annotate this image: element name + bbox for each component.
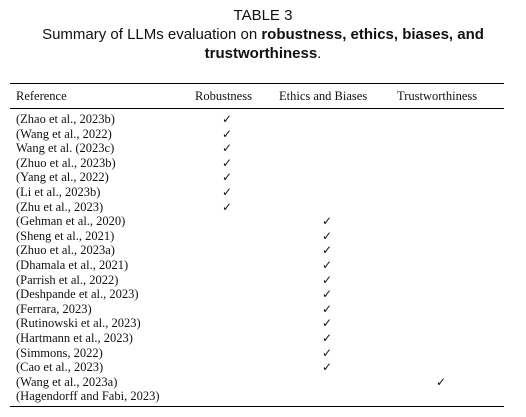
table-row-reference: (Wang et al., 2023a) (16, 374, 118, 389)
table-caption-line-2: trustworthiness. (0, 45, 526, 63)
table-row-reference: (Ferrara, 2023) (16, 301, 92, 316)
caption-bold-trustworthiness: trustworthiness (204, 45, 318, 62)
robustness-check-icon: ✓ (222, 112, 233, 126)
table-row-reference: (Dhamala et al., 2021) (16, 258, 129, 272)
header-robustness: Robustness (195, 89, 252, 103)
ethics-biases-check-icon: ✓ (322, 360, 333, 375)
ethics-biases-check-icon: ✓ (322, 243, 333, 258)
table-caption-label: TABLE 3 (233, 7, 293, 24)
table-row-reference: (Rutinowski et al., 2023) (16, 316, 141, 331)
table-row-reference: (Yang et al., 2022) (16, 170, 109, 185)
ethics-biases-check-icon: ✓ (322, 331, 333, 345)
robustness-check-icon: ✓ (222, 155, 233, 170)
ethics-biases-check-icon: ✓ (322, 258, 333, 272)
robustness-check-icon: ✓ (222, 141, 233, 156)
trustworthiness-check-icon: ✓ (436, 374, 447, 389)
ethics-biases-check-icon: ✓ (322, 287, 333, 302)
table-row-reference: (Hartmann et al., 2023) (16, 331, 133, 345)
table-row-reference: (Wang et al., 2022) (16, 126, 112, 141)
table-row-reference: (Sheng et al., 2021) (16, 228, 115, 243)
table-row-reference: (Cao et al., 2023) (16, 360, 104, 375)
table-row-reference: Wang et al. (2023c) (16, 141, 115, 156)
table-row-reference: (Zhuo et al., 2023b) (16, 155, 116, 170)
caption-prefix: Summary of LLMs evaluation on (42, 26, 262, 43)
header-trustworthiness: Trustworthiness (397, 89, 478, 103)
robustness-check-icon: ✓ (222, 126, 233, 141)
robustness-check-icon: ✓ (222, 185, 233, 199)
robustness-check-icon: ✓ (222, 199, 233, 214)
table-row-reference: (Li et al., 2023b) (16, 185, 101, 199)
caption-suffix: . (317, 45, 322, 62)
table-row-reference: (Simmons, 2022) (16, 345, 103, 360)
table-row-reference: (Zhuo et al., 2023a) (16, 243, 115, 258)
header-ethics-and-biases: Ethics and Biases (279, 89, 368, 103)
table-row-reference: (Deshpande et al., 2023) (16, 287, 139, 302)
ethics-biases-check-icon: ✓ (322, 316, 333, 331)
table-row-reference: (Parrish et al., 2022) (16, 272, 119, 287)
table-caption-line-1: Summary of LLMs evaluation on robustness… (0, 26, 526, 44)
table-header-rule (10, 108, 504, 109)
robustness-check-icon: ✓ (222, 170, 233, 185)
table-row-reference: (Zhao et al., 2023b) (16, 112, 115, 126)
table-row-reference: (Gehman et al., 2020) (16, 214, 126, 229)
table-row-reference: (Hagendorff and Fabi, 2023) (16, 389, 160, 404)
ethics-biases-check-icon: ✓ (322, 272, 333, 287)
ethics-biases-check-icon: ✓ (322, 214, 333, 229)
table-top-rule (10, 83, 504, 84)
ethics-biases-check-icon: ✓ (322, 345, 333, 360)
ethics-biases-check-icon: ✓ (322, 301, 333, 316)
table-row-reference: (Zhu et al., 2023) (16, 199, 104, 214)
ethics-biases-check-icon: ✓ (322, 228, 333, 243)
table-bottom-rule (10, 406, 504, 407)
caption-bold-topics: robustness, ethics, biases, and (261, 26, 484, 43)
header-reference: Reference (16, 89, 67, 103)
